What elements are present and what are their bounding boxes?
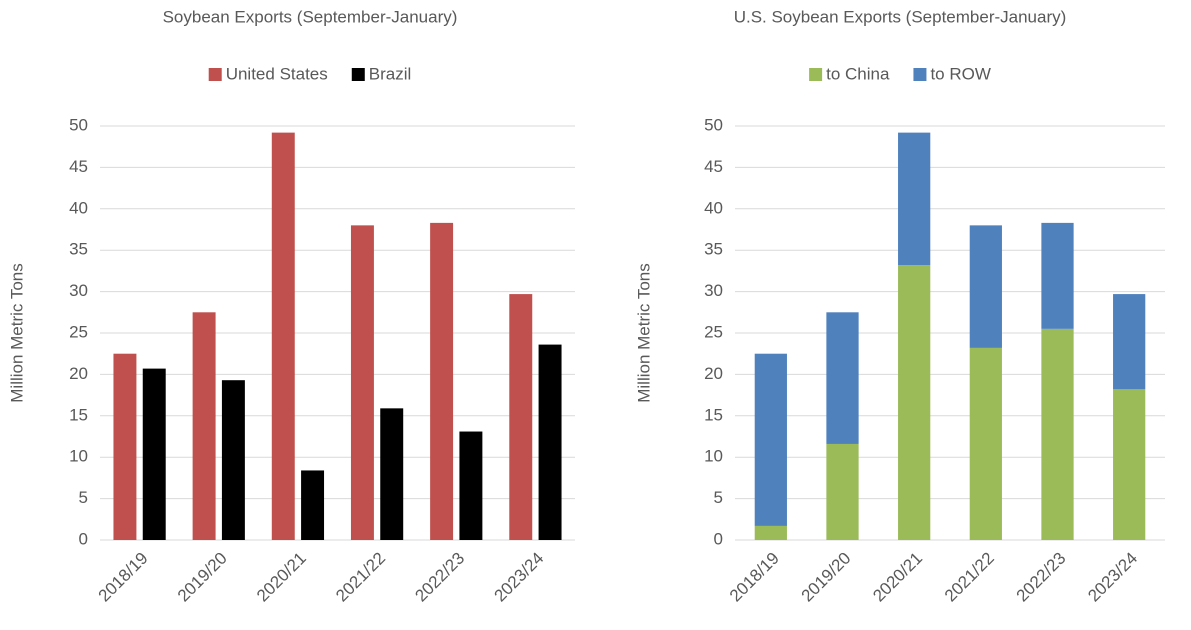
bar bbox=[509, 294, 533, 540]
x-tick-label: 2021/22 bbox=[332, 549, 389, 606]
y-tick-label: 50 bbox=[69, 115, 88, 134]
x-tick-label: 2022/23 bbox=[1013, 549, 1070, 606]
y-tick-label: 0 bbox=[79, 529, 88, 548]
legend-swatch bbox=[208, 68, 222, 81]
bar-segment bbox=[754, 353, 787, 526]
y-tick-label: 35 bbox=[69, 240, 88, 259]
legend-swatch bbox=[913, 68, 927, 81]
legend-swatch bbox=[809, 68, 823, 81]
bar bbox=[113, 353, 137, 540]
y-tick-label: 0 bbox=[714, 529, 723, 548]
bar bbox=[221, 380, 245, 540]
x-tick-label: 2018/19 bbox=[95, 549, 152, 606]
x-tick-label: 2019/20 bbox=[174, 549, 231, 606]
x-tick-label: 2023/24 bbox=[1084, 549, 1141, 606]
bar-segment bbox=[898, 265, 931, 540]
y-tick-label: 30 bbox=[69, 281, 88, 300]
bar bbox=[192, 312, 216, 540]
y-tick-label: 10 bbox=[704, 447, 723, 466]
bar bbox=[350, 225, 374, 541]
y-tick-label: 20 bbox=[704, 364, 723, 383]
bar-segment bbox=[969, 225, 1002, 348]
x-tick-label: 2021/22 bbox=[941, 549, 998, 606]
chart-title: Soybean Exports (September-January) bbox=[163, 7, 458, 26]
bar-segment bbox=[898, 132, 931, 266]
bar-segment bbox=[969, 347, 1002, 540]
x-tick-label: 2020/21 bbox=[869, 549, 926, 606]
legend-label: Brazil bbox=[369, 64, 412, 83]
y-tick-label: 30 bbox=[704, 281, 723, 300]
y-tick-label: 25 bbox=[704, 322, 723, 341]
y-tick-label: 45 bbox=[69, 157, 88, 176]
bar bbox=[142, 368, 166, 540]
y-tick-label: 45 bbox=[704, 157, 723, 176]
bar bbox=[380, 408, 404, 540]
y-tick-label: 50 bbox=[704, 115, 723, 134]
x-tick-label: 2023/24 bbox=[491, 549, 548, 606]
bar bbox=[459, 431, 483, 540]
bar-segment bbox=[1113, 294, 1146, 390]
bar-segment bbox=[1041, 222, 1074, 329]
y-tick-label: 15 bbox=[704, 405, 723, 424]
legend-label: United States bbox=[226, 64, 328, 83]
chart-title: U.S. Soybean Exports (September-January) bbox=[734, 7, 1067, 26]
x-tick-label: 2019/20 bbox=[798, 549, 855, 606]
y-tick-label: 40 bbox=[704, 198, 723, 217]
bar-segment bbox=[826, 443, 859, 540]
legend-swatch bbox=[351, 68, 365, 81]
bar bbox=[271, 132, 295, 540]
y-axis-label: Million Metric Tons bbox=[634, 263, 653, 403]
bar-segment bbox=[826, 312, 859, 444]
y-tick-label: 35 bbox=[704, 240, 723, 259]
bar bbox=[430, 222, 454, 540]
y-tick-label: 5 bbox=[79, 488, 88, 507]
bar-segment bbox=[1041, 328, 1074, 540]
y-axis-label: Million Metric Tons bbox=[7, 263, 26, 403]
bar bbox=[301, 470, 325, 540]
y-tick-label: 25 bbox=[69, 322, 88, 341]
y-tick-label: 5 bbox=[714, 488, 723, 507]
legend-label: to ROW bbox=[930, 64, 990, 83]
x-tick-label: 2020/21 bbox=[253, 549, 310, 606]
bar-segment bbox=[1113, 389, 1146, 540]
x-tick-label: 2022/23 bbox=[411, 549, 468, 606]
legend-label: to China bbox=[826, 64, 890, 83]
y-tick-label: 10 bbox=[69, 447, 88, 466]
bar-segment bbox=[754, 525, 787, 540]
bar bbox=[538, 344, 562, 540]
y-tick-label: 40 bbox=[69, 198, 88, 217]
y-tick-label: 20 bbox=[69, 364, 88, 383]
y-tick-label: 15 bbox=[69, 405, 88, 424]
x-tick-label: 2018/19 bbox=[726, 549, 783, 606]
